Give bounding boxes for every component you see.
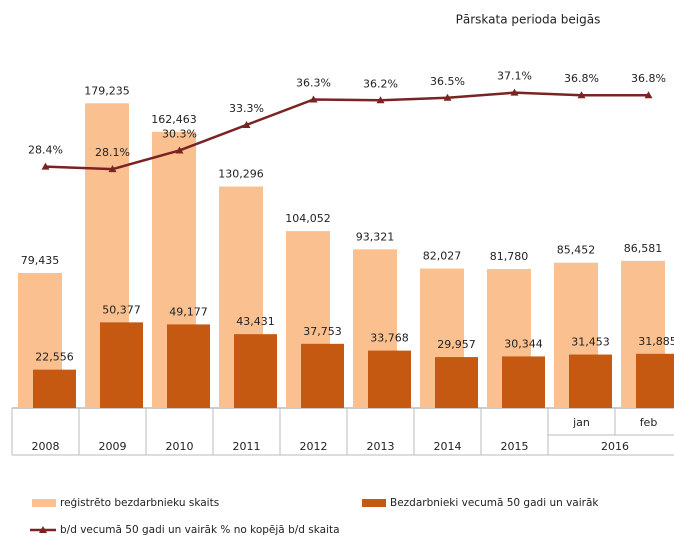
legend-label: Bezdarbnieki vecumā 50 gadi un vairāk [390, 497, 599, 509]
x-tick-label: 2014 [434, 440, 462, 453]
data-label: 28.1% [95, 146, 130, 159]
chart-title: Pārskata perioda beigās [456, 13, 601, 27]
bar [435, 357, 478, 408]
bar [33, 369, 76, 408]
data-label: 104,052 [285, 212, 331, 225]
data-label: 37,753 [303, 325, 342, 338]
bar [368, 350, 411, 408]
data-label: 37.1% [497, 70, 532, 83]
data-label: 162,463 [151, 113, 197, 126]
bar [569, 354, 612, 408]
x-tick-label: 2011 [233, 440, 261, 453]
x-tick-label: 2015 [501, 440, 529, 453]
marker [577, 91, 586, 99]
data-label: 50,377 [102, 303, 141, 316]
data-label: 31,453 [571, 336, 610, 349]
line [45, 91, 649, 171]
data-label: 93,321 [356, 230, 395, 243]
data-label: 130,296 [218, 167, 264, 180]
group-label: 2016 [601, 440, 629, 453]
legend-swatch [362, 499, 386, 507]
data-label: 85,452 [557, 244, 596, 257]
data-label: 81,780 [490, 250, 529, 263]
data-label: 36.8% [631, 72, 666, 85]
bar [167, 324, 210, 408]
marker [108, 165, 117, 173]
data-label: 29,957 [437, 338, 476, 351]
data-label: 30.3% [162, 127, 197, 140]
legend-swatch [39, 526, 47, 533]
marker [376, 96, 385, 104]
data-label: 30,344 [504, 337, 543, 350]
x-tick-label: 2010 [166, 440, 194, 453]
data-label: 36.5% [430, 75, 465, 88]
data-label: 28.4% [28, 144, 63, 157]
data-label: 33.3% [229, 102, 264, 115]
data-label: 36.8% [564, 72, 599, 85]
marker [41, 162, 50, 170]
marker [175, 146, 184, 154]
x-tick-label: 2013 [367, 440, 395, 453]
data-label: 22,556 [35, 351, 74, 364]
legend-label: reģistrēto bezdarbnieku skaits [60, 497, 219, 509]
x-tick-label: 2009 [99, 440, 127, 453]
data-label: 82,027 [423, 250, 462, 263]
marker [644, 91, 653, 99]
bar [234, 334, 277, 408]
data-label: 79,435 [21, 254, 60, 267]
bar [100, 322, 143, 408]
x-tick-label: 2008 [32, 440, 60, 453]
bar [301, 343, 344, 408]
x-tick-label: 2012 [300, 440, 328, 453]
data-label: 49,177 [169, 305, 208, 318]
marker [510, 88, 519, 96]
legend-swatch [32, 499, 56, 507]
data-label: 36.3% [296, 76, 331, 89]
data-label: 86,581 [624, 242, 663, 255]
marker [242, 120, 251, 128]
bar [502, 356, 545, 408]
data-label: 43,431 [236, 315, 275, 328]
marker [309, 95, 318, 103]
legend-label: b/d vecumā 50 gadi un vairāk % no kopējā… [60, 524, 340, 536]
data-label: 36.2% [363, 77, 398, 90]
data-label: 31,885 [638, 335, 674, 348]
data-label: 33,768 [370, 332, 409, 345]
marker [443, 93, 452, 101]
x-tick-label: jan [572, 416, 590, 429]
data-label: 179,235 [84, 84, 130, 97]
x-tick-label: feb [640, 416, 658, 429]
bar [636, 353, 674, 408]
